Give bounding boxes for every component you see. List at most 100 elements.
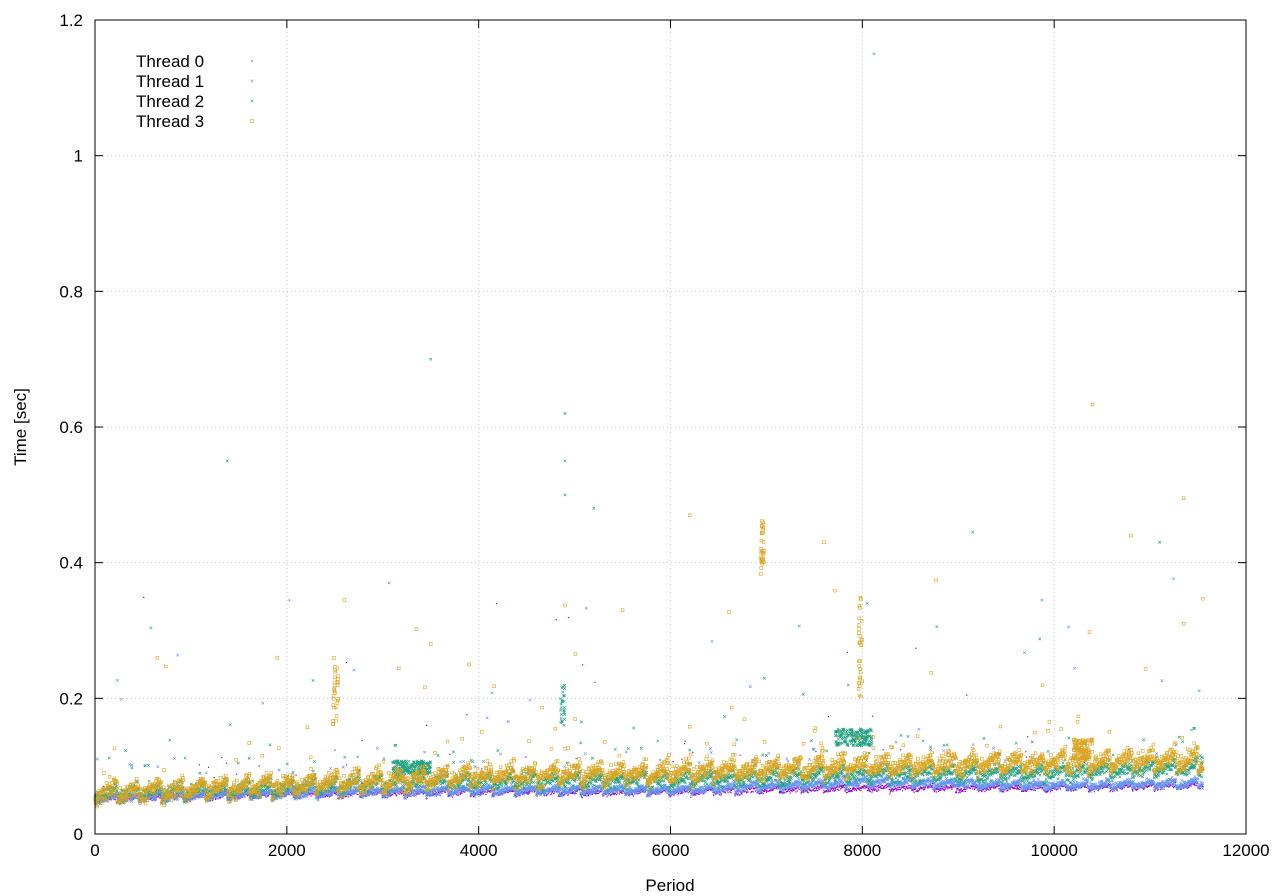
series-0-point-1640 [710,789,712,791]
series-0-point-1824 [778,764,780,766]
series-0-point-2928 [1189,785,1191,787]
series-0-point-2367 [981,790,983,792]
series-0-point-1930 [818,789,820,791]
series-0-point-2850 [1160,789,1162,791]
series-0-point-804 [395,795,397,797]
series-0-point-2197 [917,790,920,792]
series-0-point-2411 [997,784,999,786]
series-0-point-1273 [571,792,573,795]
series-0-point-1098 [505,791,507,793]
series-0-point-1899 [806,791,809,793]
series-0-point-2213 [923,787,925,789]
series-0-point-385 [237,796,239,798]
series-0-point-2828 [1151,784,1153,786]
series-0-point-2954 [1199,788,1201,790]
series-0-point-1724 [741,793,743,795]
series-0-point-1332 [594,793,596,795]
series-0-point-2904 [1180,788,1182,790]
series-0-point-2383 [987,788,989,790]
series-0-point-2156 [903,787,905,789]
series-0-point-2110 [885,784,888,786]
series-0-point-2532 [1041,788,1043,790]
series-0-point-1562 [680,790,682,793]
series-0-point-1944 [823,791,826,793]
series-0-point-974 [458,788,460,790]
series-0-point-2712 [1108,783,1110,785]
series-0-point-1842 [785,788,787,790]
series-0-point-1938 [821,787,823,789]
series-0-point-2075 [873,787,875,789]
series-0-point-1525 [666,792,668,794]
series-0-point-2672 [1093,791,1095,793]
series-1-point-99 [130,796,134,800]
series-0-point-1770 [758,793,761,795]
series-0-point-1399 [619,791,621,793]
series-0-point-2559 [1051,789,1054,792]
series-0-point-2118 [888,789,890,791]
series-0-point-2775 [1131,782,1133,785]
series-0-point-1931 [819,786,821,788]
series-0-point-2336 [969,788,971,790]
series-0-point-2046 [862,786,864,788]
series-0-point-1826 [779,792,781,794]
series-0-point-1776 [761,792,763,794]
series-0-point-1694 [730,792,732,794]
series-0-point-1686 [727,792,729,794]
series-0-sparse-36 [594,681,596,684]
series-0-point-1217 [550,793,552,796]
series-0-point-645 [335,791,337,794]
series-0-point-2306 [958,789,960,791]
series-0-point-2723 [1112,790,1114,793]
series-1-point-7 [95,757,99,761]
series-0-point-1828 [779,791,782,793]
series-0-point-1035 [481,768,483,770]
series-0-point-1344 [598,791,600,793]
series-0-point-2396 [992,785,994,787]
series-0-point-791 [390,794,392,796]
series-0-point-2190 [915,790,917,792]
series-0-point-2308 [958,790,961,792]
series-0-point-2069 [871,788,873,790]
series-0-sparse-27 [361,740,363,742]
series-0-point-2106 [884,787,886,789]
series-0-point-2554 [1049,791,1052,793]
series-0-point-2233 [931,787,933,789]
series-0-point-2682 [1097,790,1099,792]
series-0-point-2514 [1034,789,1036,792]
series-0-point-320 [213,777,215,779]
series-0-point-2173 [909,787,911,789]
series-0-point-1291 [578,789,581,791]
series-0-point-1601 [695,794,697,796]
series-0-point-2650 [1085,786,1087,788]
series-0-point-2276 [946,788,948,790]
series-0-point-1833 [781,792,783,794]
series-0-point-1342 [598,792,600,795]
series-0-point-681 [349,794,351,796]
series-0-point-99 [131,799,133,801]
series-0-point-1968 [832,787,835,790]
series-0-point-1850 [788,789,790,791]
series-0-point-582 [311,793,313,795]
series-0-point-2043 [861,786,863,788]
series-0-point-1046 [485,793,487,795]
series-0-point-2318 [962,788,964,790]
series-0-point-805 [396,794,398,796]
series-0-point-322 [214,798,217,801]
series-0-point-2044 [861,785,863,788]
series-0-point-1980 [837,788,839,790]
series-0-point-2041 [860,790,862,792]
series-0-point-1722 [740,792,742,794]
series-0-point-77 [123,801,125,803]
series-0-point-2078 [874,789,876,791]
series-0-sparse-21 [466,714,468,716]
series-0-point-2261 [941,787,944,790]
series-0-point-1325 [591,793,593,796]
series-0-point-2193 [916,789,918,791]
series-0-point-1797 [769,789,771,792]
series-0-point-1127 [516,796,518,798]
series-0-point-2849 [1159,786,1161,789]
series-0-point-2442 [1009,788,1011,790]
series-0-point-2050 [863,784,865,786]
series-0-point-1612 [699,793,701,795]
series-0-point-813 [399,793,401,795]
